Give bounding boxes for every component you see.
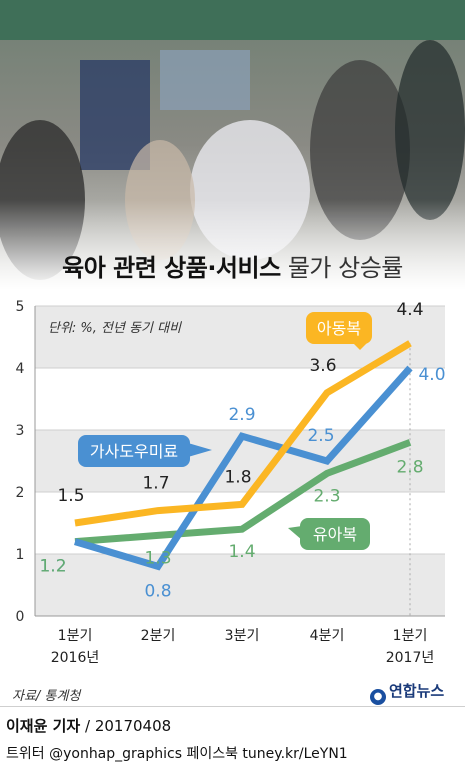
data-label-유아복: 1.4 [228, 542, 255, 562]
source-note: 자료/ 통계청 [12, 689, 81, 704]
x-tick-year: 2016년 [51, 650, 100, 666]
unit-note: 단위: %, 전년 동기 대비 [48, 321, 182, 336]
legend-아동복: 아동복 [306, 312, 372, 350]
legend-가사도우미료: 가사도우미료 [78, 435, 212, 467]
x-tick-label: 4분기 [310, 628, 345, 644]
legend-pointer [288, 526, 302, 540]
data-label-유아복: 2.3 [313, 486, 340, 506]
y-tick-label: 4 [16, 361, 25, 377]
series-line-아동복 [74, 340, 412, 527]
data-label-가사도우미료: 1.2 [39, 557, 66, 577]
data-label-아동복: 1.8 [224, 467, 251, 487]
social-links: 트위터 @yonhap_graphics 페이스북 tuney.kr/LeYN1 [6, 746, 348, 762]
x-tick-label: 1분기 [393, 628, 428, 644]
legend-유아복: 유아복 [288, 518, 370, 550]
background-photo [0, 0, 465, 290]
y-tick-label: 5 [16, 299, 25, 315]
data-label-가사도우미료: 2.9 [228, 405, 255, 425]
data-label-아동복: 3.6 [309, 356, 336, 376]
line-chart: 0 1 2 3 4 5 1분기 2016년 2분기 3분기 4분기 1분기 2017년 단위: %, 전년… [16, 299, 446, 666]
x-tick-label: 1분기 [58, 628, 93, 644]
legend-label: 유아복 [313, 525, 357, 544]
y-tick-label: 0 [16, 609, 25, 625]
y-tick-label: 3 [16, 423, 25, 439]
x-tick-label: 3분기 [225, 628, 260, 644]
grid-band [35, 306, 445, 368]
legend-box [300, 518, 370, 550]
grid-band [35, 554, 445, 616]
legend-label: 가사도우미료 [90, 442, 178, 461]
yonhap-logo-icon: ● [370, 689, 386, 705]
grid-band [35, 368, 445, 430]
y-tick-label: 1 [16, 547, 25, 563]
legend-pointer [352, 342, 368, 350]
legend-box [306, 312, 372, 344]
legend-box [78, 435, 190, 467]
series-line-가사도우미료 [73, 365, 413, 571]
legend-pointer [188, 443, 212, 457]
y-tick-label: 2 [16, 485, 25, 501]
data-label-유아복: 2.8 [396, 457, 423, 477]
data-label-아동복: 1.7 [142, 474, 169, 494]
data-label-유아복: 1.3 [144, 548, 171, 568]
chart-title-main: 육아 관련 상품·서비스 [62, 254, 281, 282]
footer: 이재윤 기자 / 20170408 트위터 @yonhap_graphics 페… [0, 706, 465, 777]
x-tick-year: 2017년 [386, 650, 435, 666]
data-label-유아복: 1.2 [39, 557, 66, 577]
chart-title: 육아 관련 상품·서비스 물가 상승률 [0, 248, 465, 283]
series-line-유아복 [74, 439, 412, 546]
author-name: 이재윤 기자 [6, 717, 81, 735]
yonhap-logo-text: 연합뉴스 [389, 682, 445, 700]
legend-label: 아동복 [317, 319, 361, 338]
data-label-아동복: 1.5 [57, 486, 84, 506]
data-label-아동복: 4.4 [396, 300, 423, 320]
yonhap-logo: ● 연합뉴스 [370, 680, 444, 705]
chart-title-sub: 물가 상승률 [287, 254, 404, 282]
author-date: / 20170408 [80, 717, 172, 735]
x-tick-label: 2분기 [141, 628, 176, 644]
data-label-가사도우미료: 0.8 [144, 581, 171, 601]
data-label-가사도우미료: 4.0 [418, 365, 445, 385]
author-line: 이재윤 기자 / 20170408 [6, 715, 171, 736]
data-label-가사도우미료: 2.5 [307, 426, 334, 446]
